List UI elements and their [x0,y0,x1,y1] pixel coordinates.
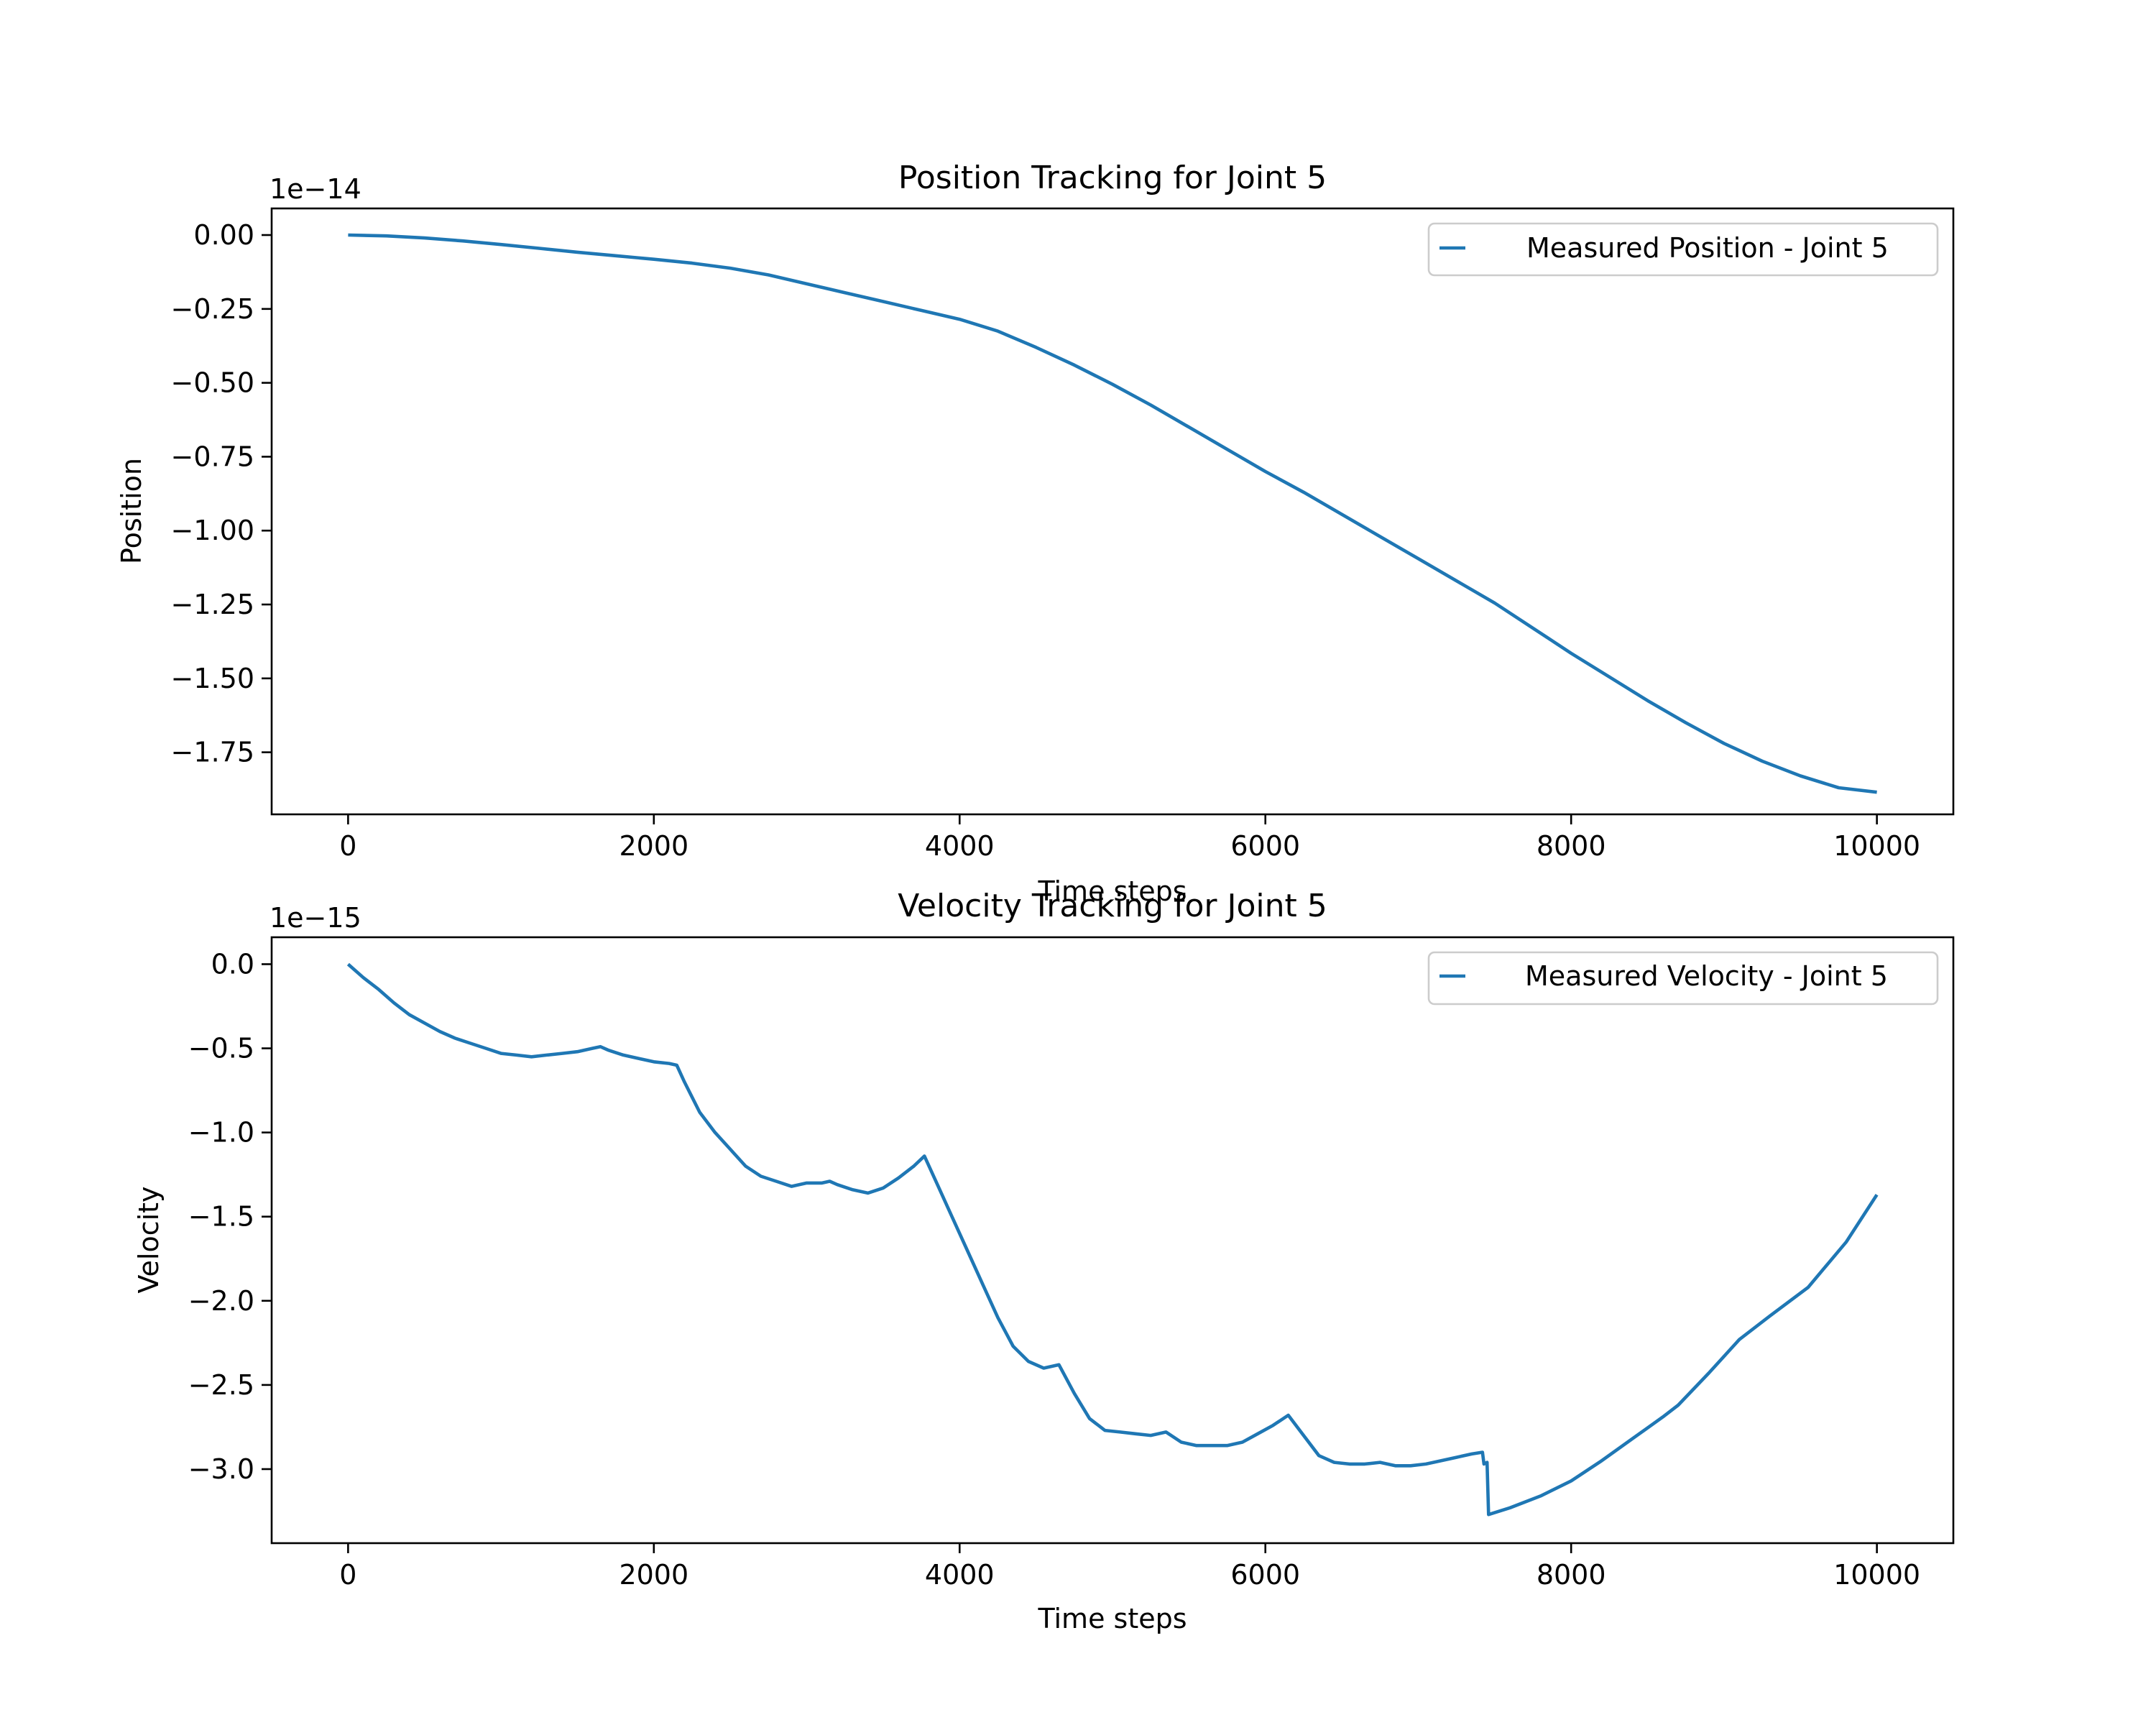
velocity-x-tick-label: 4000 [925,1559,995,1591]
velocity-x-tick-label: 6000 [1230,1559,1300,1591]
position-x-tick-label: 6000 [1230,830,1300,862]
velocity-series-lines [346,962,1879,1517]
velocity-y-tick-label: −2.0 [188,1285,254,1317]
position-chart-title: Position Tracking for Joint 5 [898,160,1327,196]
position-chart: Position Tracking for Joint 5 1e−14 0 200… [116,160,1955,907]
position-y-tick-label: −1.00 [171,515,254,546]
position-y-tick-label: −0.75 [171,441,254,472]
velocity-legend: Measured Velocity - Joint 5 [1427,951,1939,1006]
velocity-x-tick-label: 8000 [1537,1559,1606,1591]
velocity-y-tick-label: 0.0 [211,948,254,980]
velocity-offset-label: 1e−15 [270,902,361,934]
position-x-tick-label: 8000 [1537,830,1606,862]
position-y-tick-label: −0.25 [171,293,254,325]
position-y-axis-label: Position [116,458,147,564]
position-x-axis-label: Time steps [1037,875,1187,907]
position-legend-label: Measured Position - Joint 5 [1526,232,1889,264]
position-plot-frame [270,207,1955,816]
velocity-x-ticks: 0 2000 4000 6000 8000 10000 [339,1543,1920,1591]
position-x-tick-label: 0 [339,830,356,862]
velocity-y-tick-label: −1.0 [188,1117,254,1149]
velocity-x-tick-label: 2000 [619,1559,688,1591]
velocity-x-tick-label: 0 [339,1559,356,1591]
velocity-plot-frame [270,936,1955,1545]
position-x-tick-label: 2000 [619,830,688,862]
velocity-legend-box [1427,951,1939,1006]
position-y-tick-label: −0.50 [171,367,254,399]
position-offset-label: 1e−14 [270,173,361,205]
position-series-lines [348,233,1877,794]
velocity-y-tick-label: −0.5 [188,1033,254,1064]
velocity-chart: Velocity Tracking for Joint 5 1e−15 0 200… [133,888,1955,1634]
position-legend-box [1427,222,1939,277]
position-legend: Measured Position - Joint 5 [1427,222,1939,277]
velocity-y-tick-label: −3.0 [188,1453,254,1485]
position-y-tick-label: −1.75 [171,737,254,768]
position-y-tick-label: −1.25 [171,589,254,620]
position-y-tick-label: 0.00 [193,219,254,251]
velocity-y-tick-label: −1.5 [188,1201,254,1233]
position-y-ticks: 0.00 −0.25 −0.50 −0.75 −1.00 −1.25 −1.50 −1.75 [171,219,272,768]
velocity-chart-title: Velocity Tracking for Joint 5 [898,888,1327,924]
velocity-y-axis-label: Velocity [133,1186,165,1293]
position-y-tick-label: −1.50 [171,663,254,694]
position-series-line [348,233,1877,794]
velocity-legend-label: Measured Velocity - Joint 5 [1525,960,1888,992]
velocity-series-line [346,962,1879,1517]
velocity-y-ticks: 0.0 −0.5 −1.0 −1.5 −2.0 −2.5 −3.0 [188,948,272,1485]
velocity-y-tick-label: −2.5 [188,1369,254,1401]
position-x-tick-label: 10000 [1833,830,1920,862]
velocity-x-axis-label: Time steps [1037,1603,1187,1634]
position-x-ticks: 0 2000 4000 6000 8000 10000 [339,814,1920,862]
velocity-x-tick-label: 10000 [1833,1559,1920,1591]
position-x-tick-label: 4000 [925,830,995,862]
